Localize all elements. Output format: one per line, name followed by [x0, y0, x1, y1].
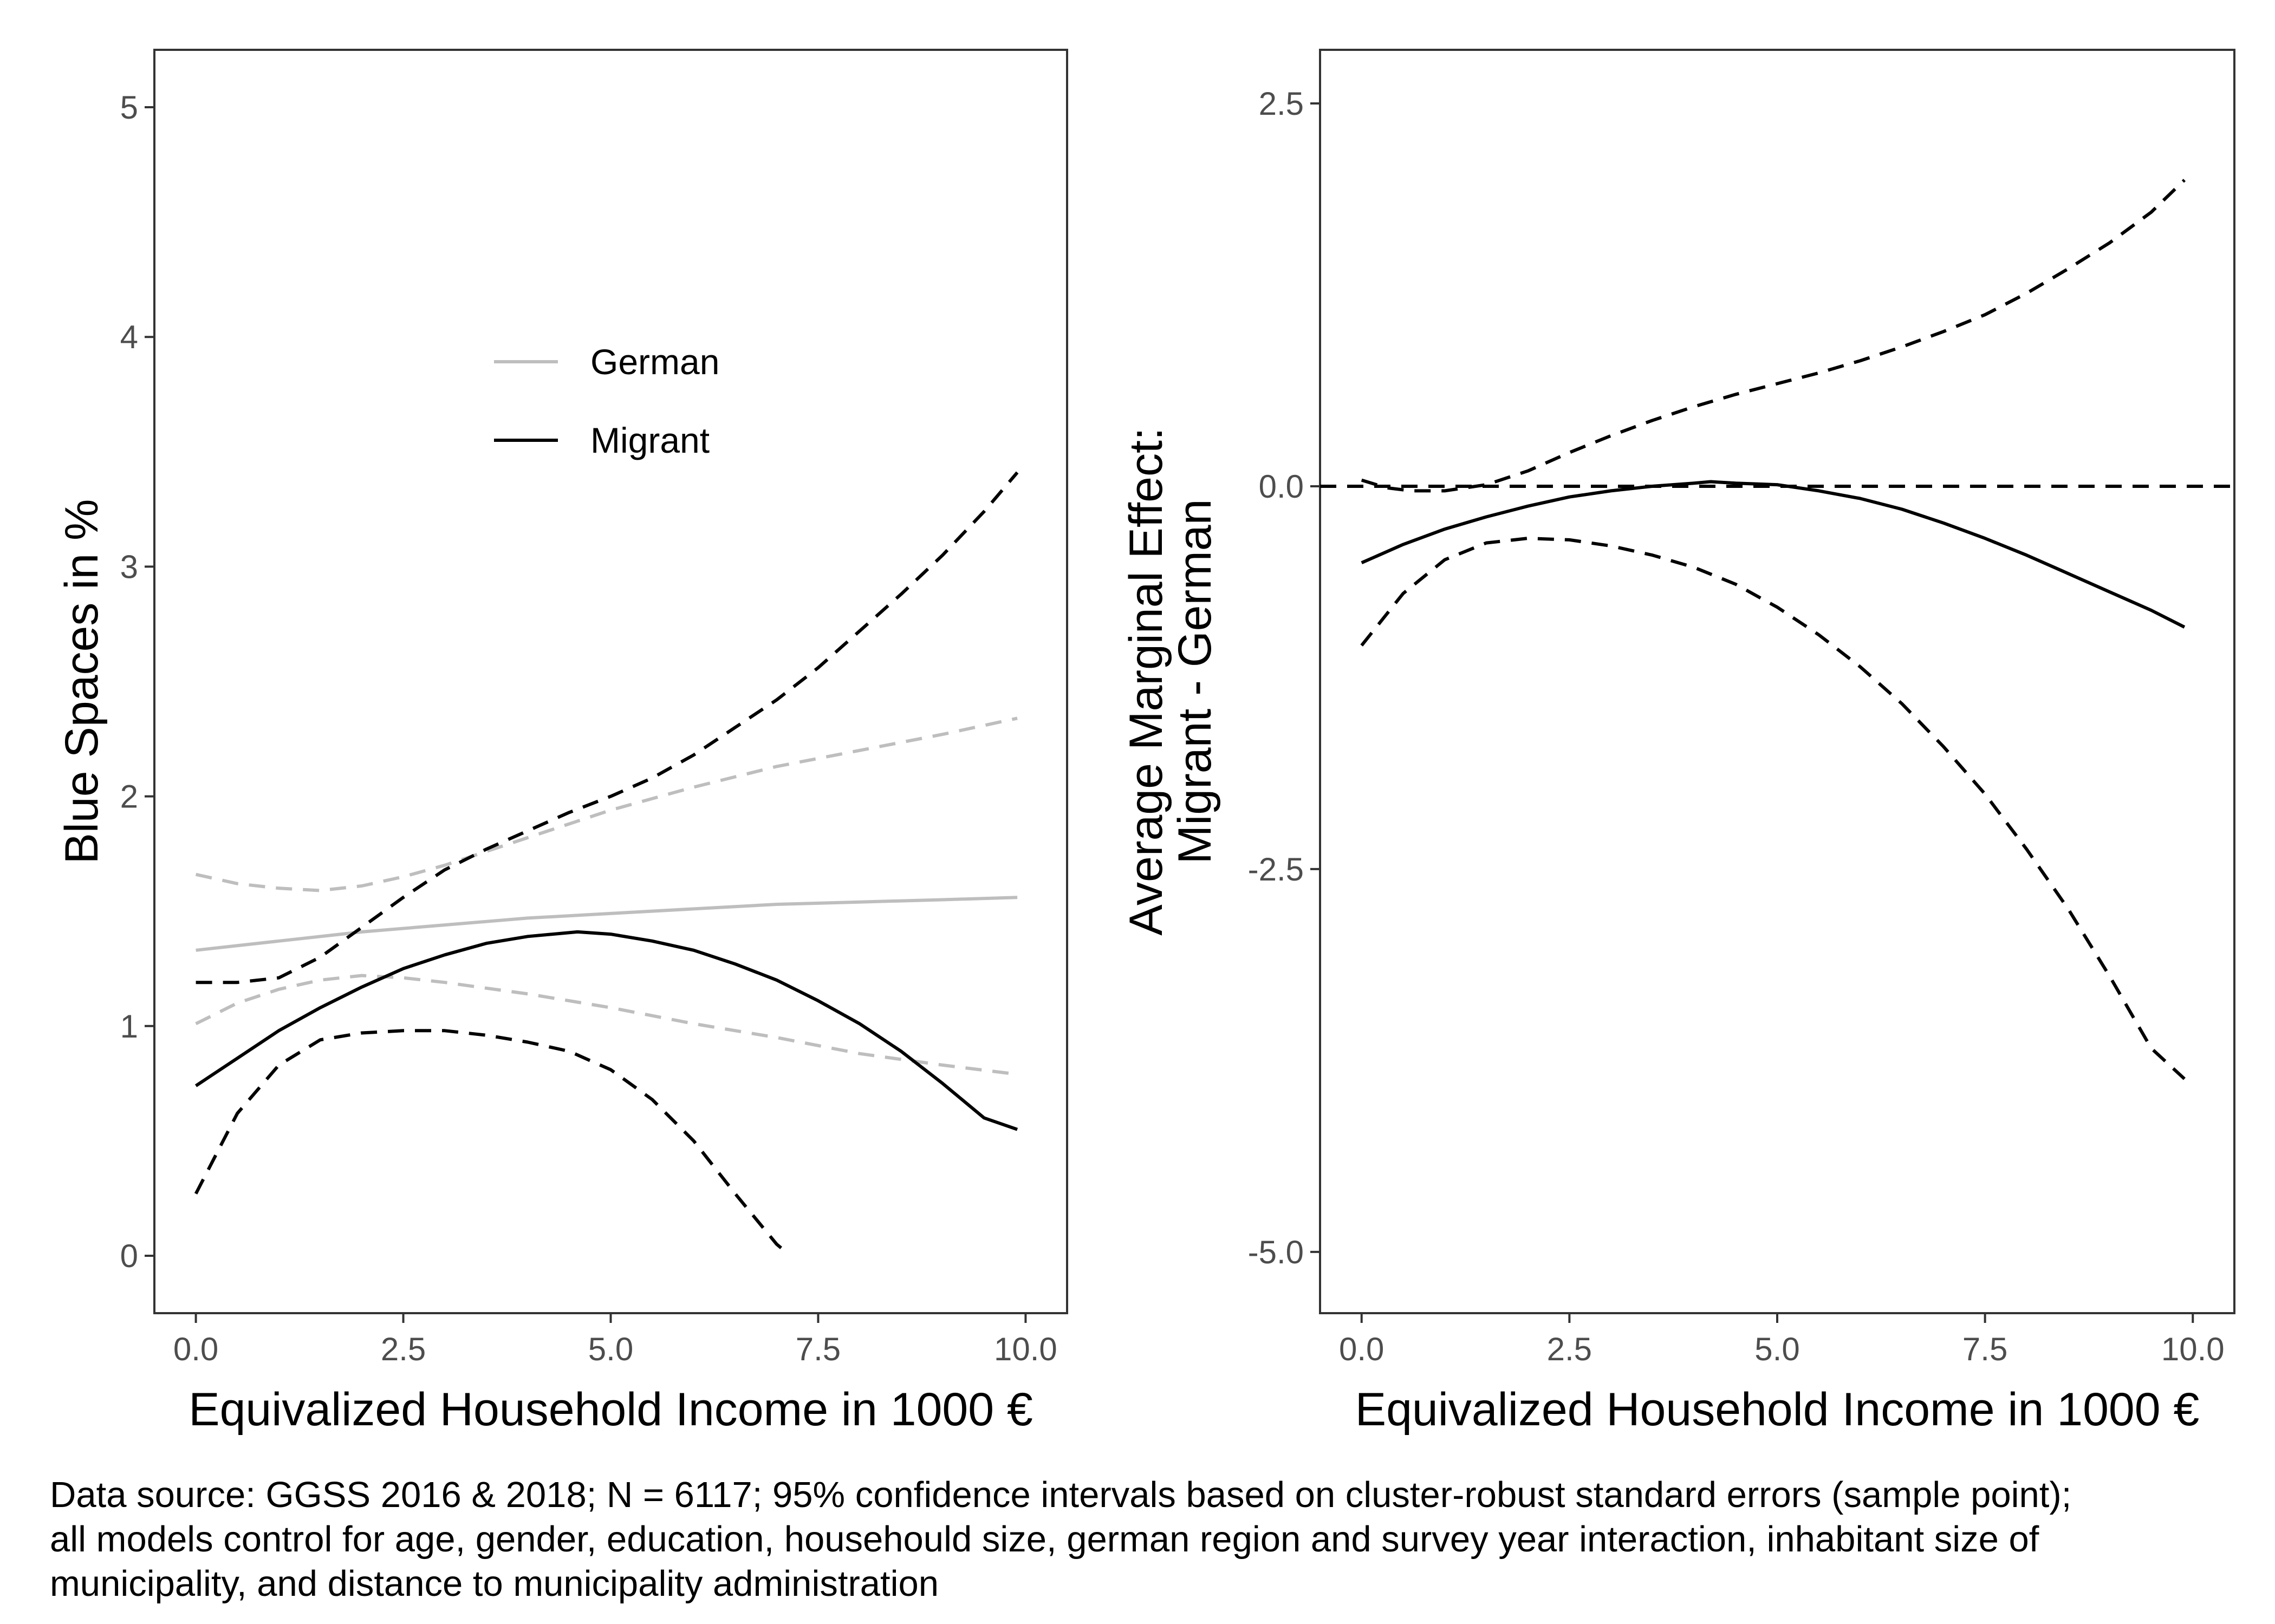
- migrant-lower-line: [194, 1029, 786, 1253]
- y-tick-label: 1: [120, 1008, 138, 1045]
- marginal-effect-estimate-line: [1361, 480, 2186, 629]
- plot-border: [153, 49, 1068, 1314]
- figure-caption: Data source: GGSS 2016 & 2018; N = 6117;…: [50, 1473, 2260, 1606]
- x-tick-label: 2.5: [1547, 1331, 1592, 1367]
- migrant-upper-line: [196, 471, 1019, 984]
- y-tick-label: 2.5: [1259, 86, 1304, 122]
- x-tick-label: 0.0: [173, 1331, 218, 1367]
- migrant-estimate-line: [194, 930, 1018, 1131]
- y-tick-label: 3: [120, 549, 138, 585]
- x-tick-label: 0.0: [1339, 1331, 1384, 1367]
- x-tick-label: 5.0: [588, 1331, 633, 1367]
- left-panel: 0 1 2 3 4 5 0.0 2.5 5.0 7.5 10.0 Equivalized Househ…: [56, 49, 1068, 1436]
- german-upper-line: [195, 716, 1018, 892]
- y-axis-title: Average Marginal Effect:: [1120, 427, 1172, 936]
- y-axis-title: Migrant - German: [1169, 499, 1221, 864]
- y-tick-label: 2: [120, 779, 138, 815]
- caption-line-2: all models control for age, gender, educ…: [50, 1519, 2039, 1560]
- marginal-effect-upper-line: [1361, 179, 2186, 493]
- y-tick-label: 5: [120, 89, 138, 126]
- x-axis-title: Equivalized Household Income in 1000 €: [1355, 1384, 2200, 1436]
- marginal-effect-lower-line: [1360, 537, 2186, 1080]
- y-axis-title: Blue Spaces in %: [56, 499, 108, 864]
- x-tick-label: 2.5: [381, 1331, 426, 1367]
- german-lower-line: [195, 974, 1018, 1076]
- right-panel: 2.5 0.0 -2.5 -5.0 0.0 2.5 5.0 7.5 10.0 Equivalize…: [1120, 49, 2235, 1436]
- caption-line-3: municipality, and distance to municipali…: [50, 1563, 939, 1604]
- legend-label-german: German: [590, 342, 719, 382]
- x-tick-label: 5.0: [1754, 1331, 1799, 1367]
- x-tick-label: 10.0: [994, 1331, 1057, 1367]
- legend: German Migrant: [494, 342, 719, 460]
- y-tick-label: -5.0: [1248, 1234, 1304, 1270]
- x-tick-label: 7.5: [796, 1331, 841, 1367]
- caption-line-1: Data source: GGSS 2016 & 2018; N = 6117;…: [50, 1475, 2072, 1515]
- x-tick-label: 7.5: [1962, 1331, 2007, 1367]
- german-estimate-line: [196, 896, 1018, 952]
- y-tick-label: 0.0: [1259, 468, 1304, 505]
- y-tick-label: 4: [120, 319, 138, 355]
- y-tick-label: -2.5: [1248, 851, 1304, 888]
- y-tick-label: 0: [120, 1238, 138, 1274]
- legend-label-migrant: Migrant: [590, 420, 710, 460]
- x-axis-title: Equivalized Household Income in 1000 €: [188, 1384, 1033, 1436]
- plot-border: [1319, 49, 2235, 1314]
- x-tick-label: 10.0: [2161, 1331, 2225, 1367]
